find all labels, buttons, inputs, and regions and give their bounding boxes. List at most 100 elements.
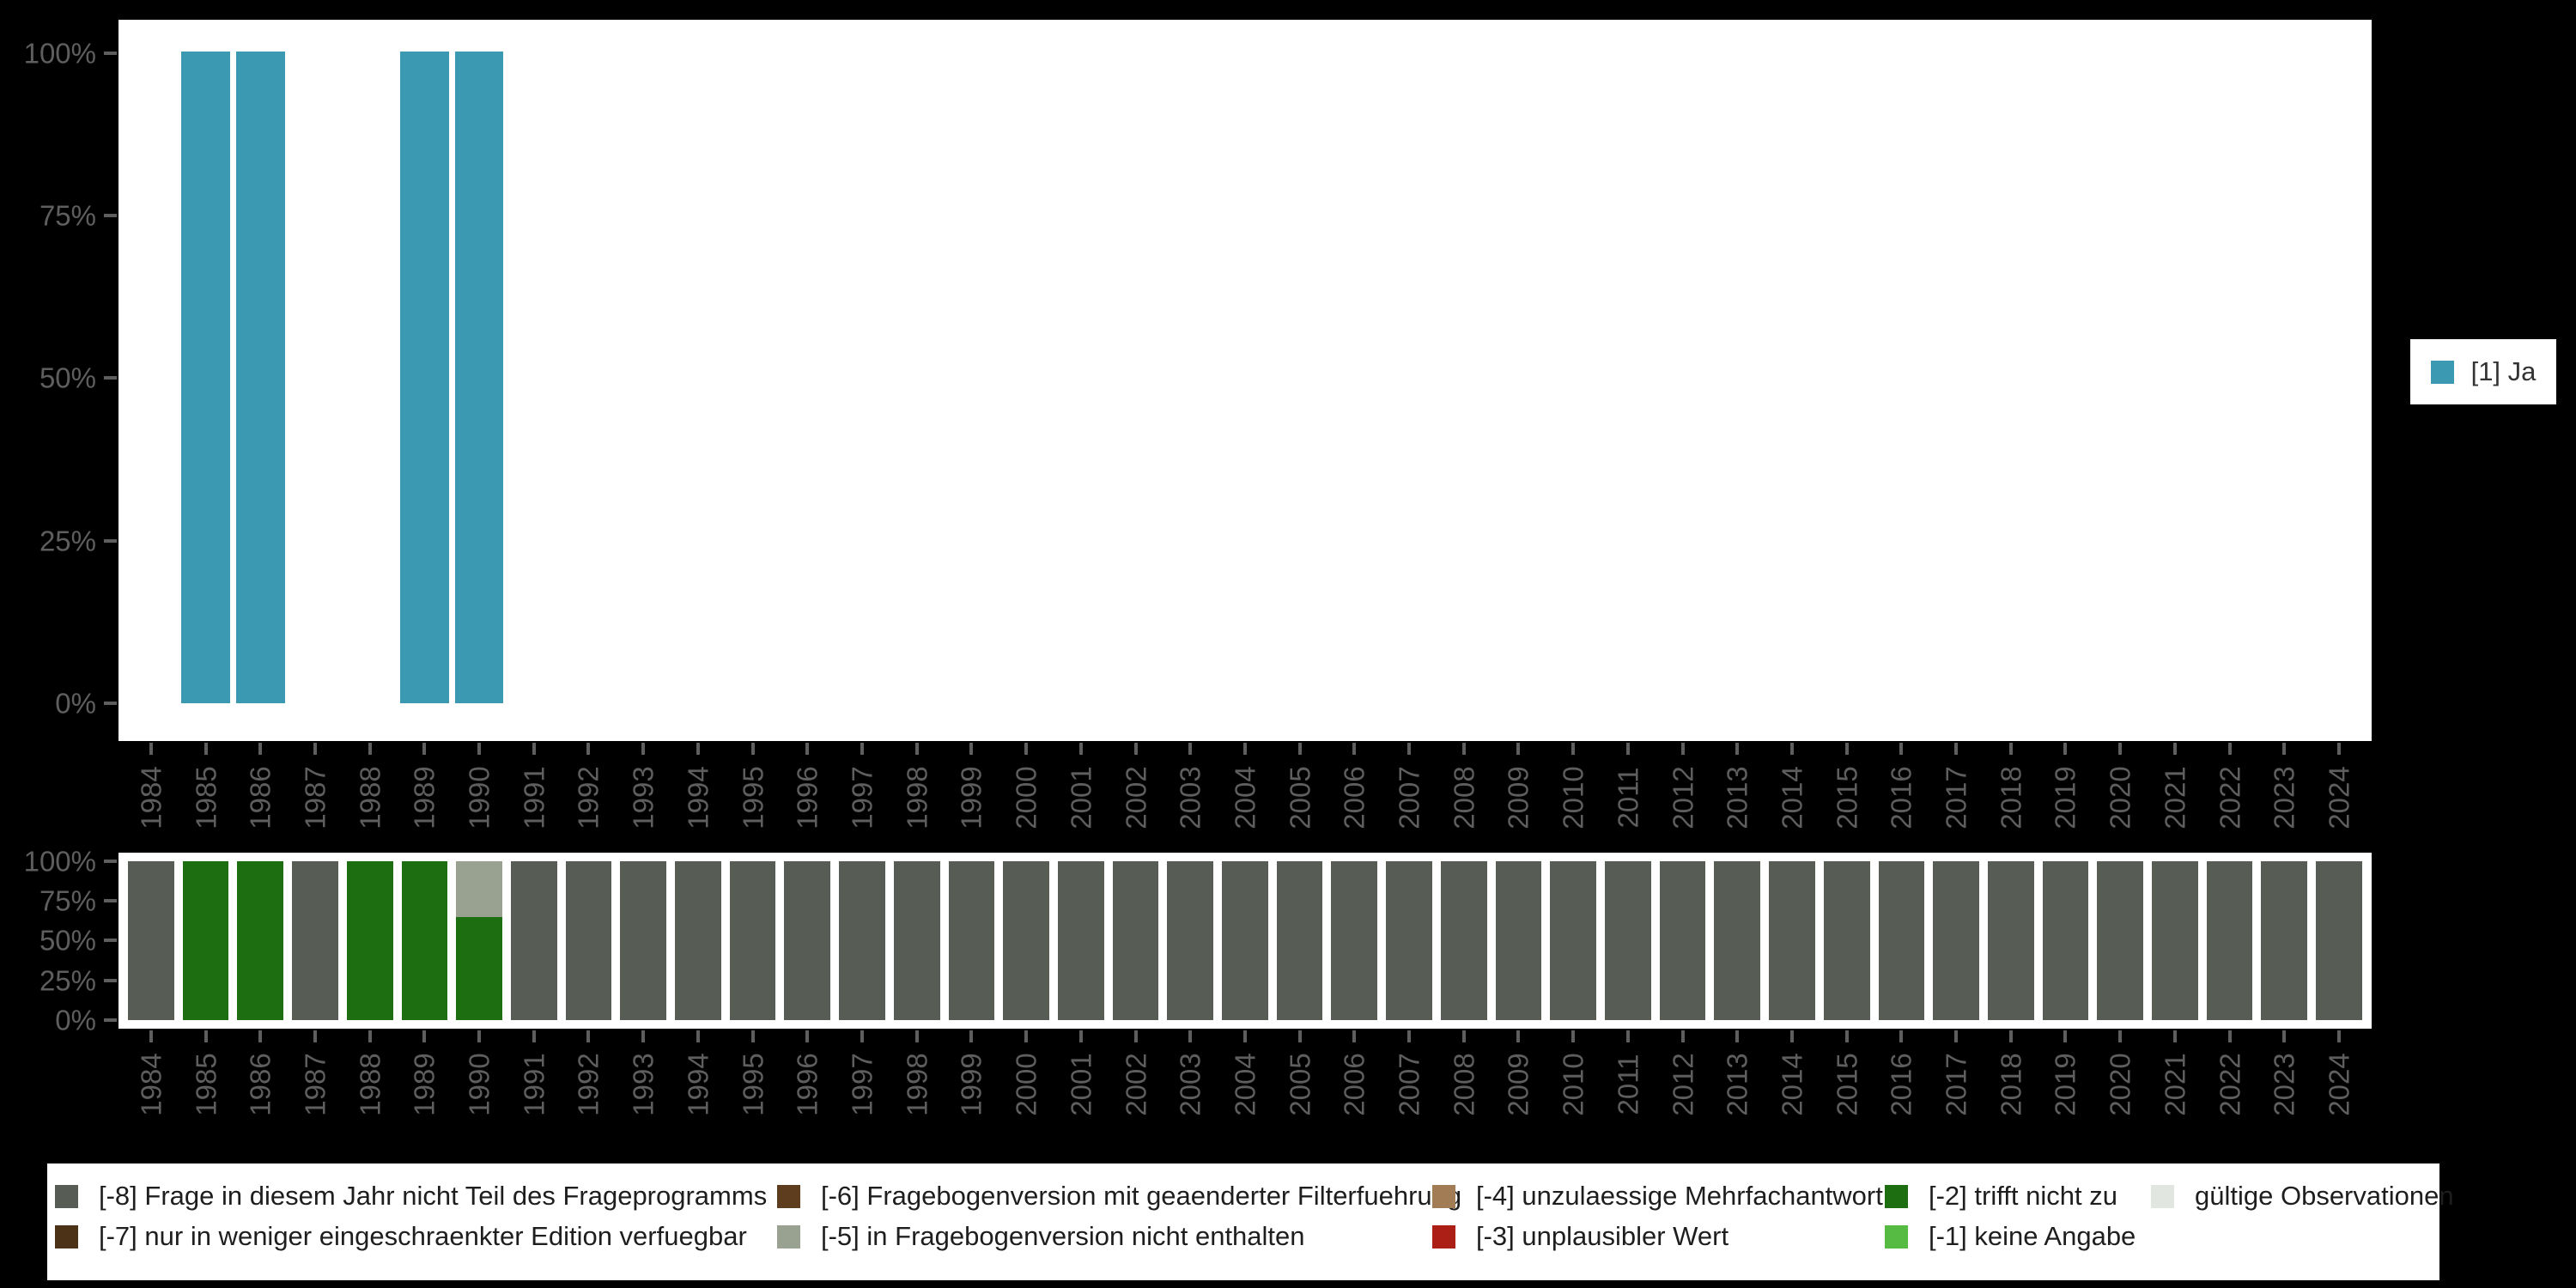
- bar-2020: [2097, 861, 2144, 1020]
- year-label: 1992: [562, 756, 617, 839]
- x-axis-slot-2006: 2006: [1327, 1030, 1382, 1125]
- bar-1993: [620, 861, 667, 1020]
- bar-1994: [674, 52, 723, 703]
- bar-1997: [838, 52, 887, 703]
- x-tick: [1844, 1030, 1849, 1042]
- bar-slot-1996: [780, 52, 835, 703]
- bar-slot-1987: [288, 861, 343, 1020]
- bar-slot-1987: [288, 52, 343, 703]
- bar-1991: [510, 861, 557, 1020]
- year-label-text: 2021: [2159, 766, 2191, 829]
- bar-slot-2018: [1984, 861, 2038, 1020]
- year-label: 1997: [835, 1044, 890, 1125]
- bar-slot-2005: [1273, 52, 1327, 703]
- x-axis-slot-2001: 2001: [1054, 1030, 1109, 1125]
- bar-2016: [1877, 52, 1926, 703]
- bar-segment: [1495, 861, 1542, 1020]
- bar-2016: [1878, 861, 1925, 1020]
- y-axis-label: 0%: [55, 1004, 96, 1036]
- legend-swatch: [777, 1224, 800, 1249]
- x-axis-slot-2009: 2009: [1492, 743, 1546, 846]
- x-tick: [2282, 1030, 2287, 1042]
- year-label-text: 2016: [1885, 766, 1917, 829]
- bar-2012: [1658, 52, 1707, 703]
- bar-2001: [1056, 52, 1105, 703]
- year-label-text: 1994: [682, 1053, 714, 1116]
- bar-segment: [128, 861, 174, 1020]
- year-label-text: 2004: [1229, 1053, 1261, 1116]
- year-label: 2023: [2257, 1044, 2312, 1125]
- year-label: 1984: [124, 756, 179, 839]
- x-tick: [422, 1030, 427, 1042]
- x-tick: [914, 1030, 919, 1042]
- x-axis-slot-1996: 1996: [780, 1030, 835, 1125]
- year-label-text: 2005: [1284, 766, 1316, 829]
- x-axis-slot-2011: 2011: [1601, 1030, 1656, 1125]
- x-tick: [1899, 1030, 1904, 1042]
- bar-segment: [948, 861, 995, 1020]
- bar-2008: [1440, 861, 1487, 1020]
- bar-slot-2013: [1710, 861, 1765, 1020]
- x-axis-slot-1992: 1992: [562, 1030, 617, 1125]
- x-tick: [2336, 743, 2341, 755]
- legend-entry-label: [-5] in Fragebogenversion nicht enthalte…: [821, 1221, 1305, 1251]
- year-label-text: 2009: [1502, 766, 1534, 829]
- x-tick: [1789, 743, 1794, 755]
- legend-swatch: [2151, 1184, 2174, 1208]
- bar-slot-2024: [2312, 52, 2366, 703]
- bar-slot-1998: [890, 52, 945, 703]
- bar-slot-2016: [1874, 861, 1929, 1020]
- year-label: 2017: [1929, 756, 1984, 839]
- legend-entry-label: gültige Observationen: [2195, 1181, 2454, 1211]
- bar-slot-1999: [945, 861, 999, 1020]
- bar-2006: [1330, 52, 1379, 703]
- x-tick: [313, 743, 317, 755]
- year-label-text: 2002: [1120, 1053, 1151, 1116]
- legend-entry-label: [-3] unplausibler Wert: [1476, 1221, 1729, 1251]
- x-axis-slot-2013: 2013: [1710, 743, 1765, 846]
- answers-chart-bars: [118, 20, 2372, 741]
- bar-2019: [2041, 52, 2090, 703]
- legend-entry-label: [-2] trifft nicht zu: [1929, 1181, 2117, 1211]
- x-axis-slot-1994: 1994: [671, 743, 726, 846]
- x-tick: [1078, 743, 1083, 755]
- bar-2024: [2315, 52, 2364, 703]
- bar-slot-2014: [1765, 861, 1820, 1020]
- bar-2017: [1933, 861, 1979, 1020]
- bar-1994: [675, 861, 721, 1020]
- x-tick: [149, 743, 153, 755]
- bar-1988: [346, 861, 393, 1020]
- x-tick: [258, 1030, 263, 1042]
- legend-column: [-2] trifft nicht zu [-1] keine Angabe: [1885, 1181, 2136, 1265]
- legend-swatch: [55, 1224, 78, 1249]
- year-label-text: 1984: [135, 1053, 167, 1116]
- bar-segment: [1987, 861, 2034, 1020]
- bar-slot-1995: [726, 861, 781, 1020]
- x-axis-slot-2012: 2012: [1656, 743, 1710, 846]
- x-tick: [969, 743, 974, 755]
- year-label-text: 1995: [737, 1053, 769, 1116]
- year-label-text: 2005: [1284, 1053, 1316, 1116]
- year-label-text: 1984: [135, 766, 167, 829]
- bar-slot-1988: [343, 861, 398, 1020]
- x-axis-slot-2011: 2011: [1601, 743, 1656, 846]
- x-tick: [1461, 743, 1466, 755]
- bar-2012: [1659, 861, 1706, 1020]
- bar-slot-1985: [179, 861, 234, 1020]
- x-axis-slot-1996: 1996: [780, 743, 835, 846]
- year-label-text: 2008: [1448, 766, 1480, 829]
- bar-1995: [729, 861, 776, 1020]
- x-tick: [1297, 743, 1302, 755]
- year-label-text: 2006: [1338, 766, 1370, 829]
- x-axis-slot-1999: 1999: [945, 743, 999, 846]
- year-label: 2019: [2038, 756, 2093, 839]
- year-label: 2011: [1601, 1044, 1656, 1125]
- bar-slot-1986: [233, 52, 288, 703]
- bar-slot-2009: [1492, 52, 1546, 703]
- bar-slot-2004: [1218, 861, 1273, 1020]
- bar-2006: [1331, 861, 1378, 1020]
- bar-slot-2002: [1109, 861, 1163, 1020]
- bar-1998: [892, 52, 941, 703]
- x-tick: [368, 743, 372, 755]
- year-label-text: 2020: [2104, 766, 2136, 829]
